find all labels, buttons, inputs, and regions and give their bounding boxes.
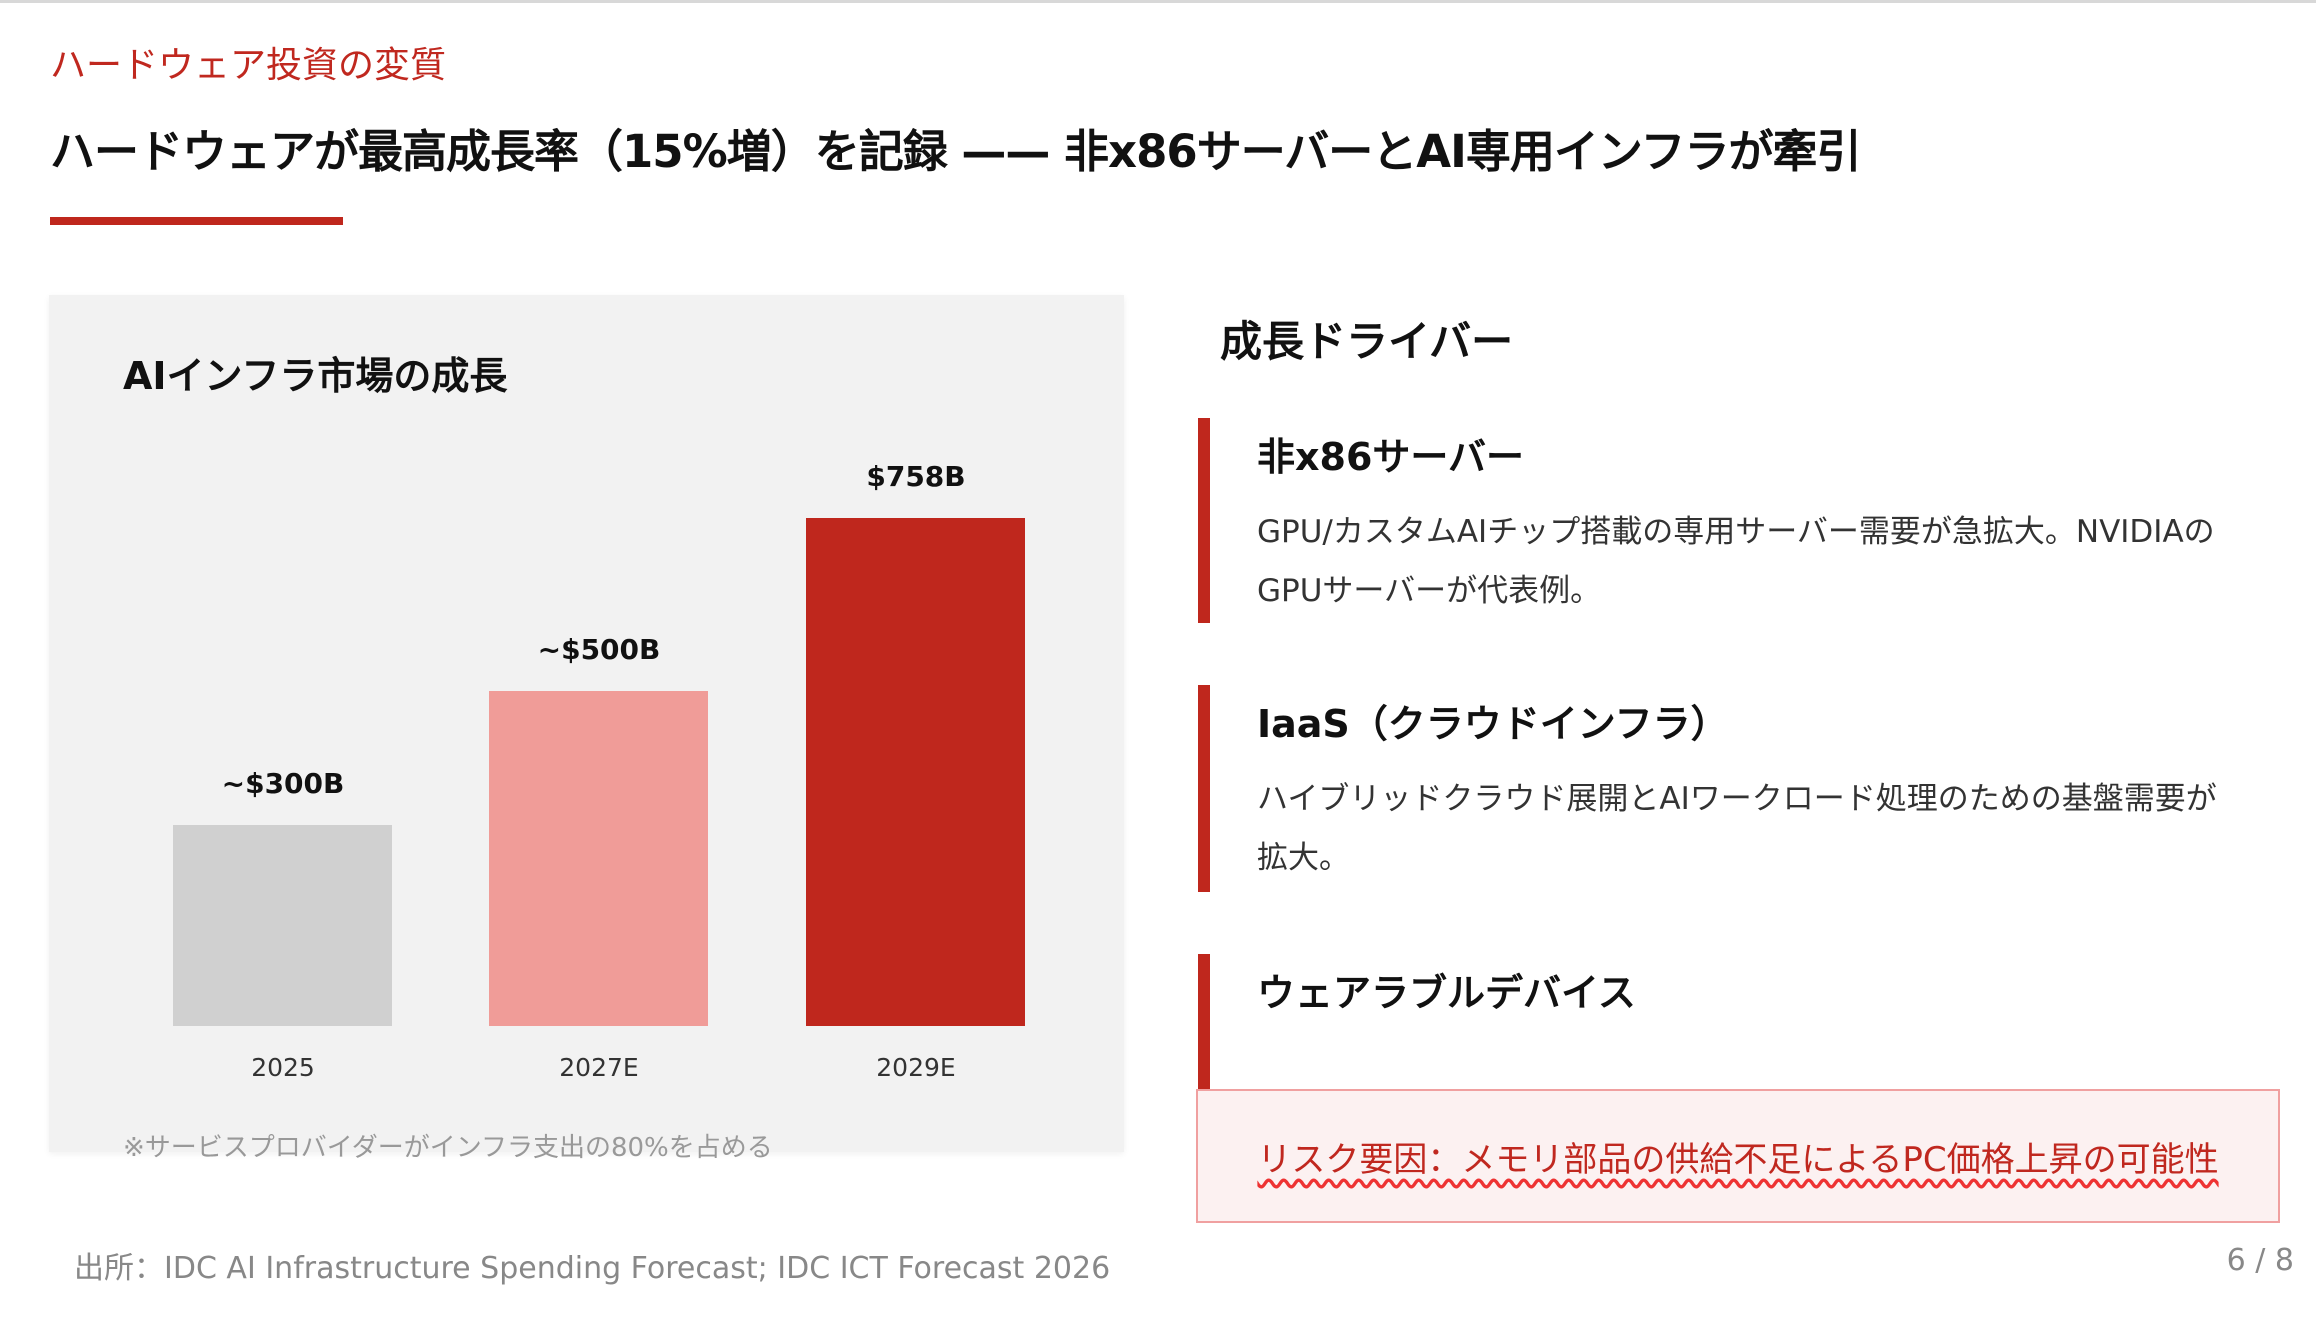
driver-heading: ウェアラブルデバイス [1257, 971, 1636, 1015]
page-title: ハードウェアが最高成長率（15%増）を記録 —— 非x86サーバーとAI専用イン… [50, 125, 1861, 178]
top-border [0, 0, 2316, 3]
bar-value-label: ~$300B [221, 767, 345, 800]
risk-callout: リスク要因：メモリ部品の供給不足によるPC価格上昇の可能性 [1196, 1089, 2280, 1223]
driver-non-x86: 非x86サーバー GPU/カスタムAIチップ搭載の専用サーバー需要が急拡大。NV… [1198, 418, 2278, 623]
bar-value-label: ~$500B [537, 633, 661, 666]
source-note: 出所：IDC AI Infrastructure Spending Foreca… [74, 1251, 1111, 1286]
driver-heading: 非x86サーバー [1257, 435, 1525, 479]
driver-heading: IaaS（クラウドインフラ） [1257, 702, 1729, 746]
bar-2029E [806, 518, 1025, 1026]
title-accent-bar [50, 217, 343, 225]
driver-wearables: ウェアラブルデバイス [1198, 954, 2278, 1089]
risk-text: リスク要因：メモリ部品の供給不足によるPC価格上昇の可能性 [1257, 1139, 2219, 1180]
x-tick-label: 2027E [559, 1053, 639, 1082]
chart-footnote: ※サービスプロバイダーがインフラ支出の80%を占める [123, 1133, 773, 1163]
bar-2025 [173, 825, 392, 1026]
page-number: 6 / 8 [2226, 1243, 2294, 1278]
chart-title: AIインフラ市場の成長 [123, 354, 508, 398]
x-tick-label: 2025 [251, 1053, 315, 1082]
chart-panel: AIインフラ市場の成長 ~$300B 2025 ~$500B 2027E $758B 20… [49, 295, 1124, 1163]
driver-iaas: IaaS（クラウドインフラ） ハイブリッドクラウド展開とAIワークロード処理のた… [1198, 685, 2278, 892]
drivers-title: 成長ドライバー [1220, 317, 1514, 366]
bar-2027E [489, 691, 708, 1026]
x-tick-label: 2029E [876, 1053, 956, 1082]
bar-value-label: $758B [866, 460, 966, 494]
driver-desc: GPU/カスタムAIチップ搭載の専用サーバー需要が急拡大。NVIDIAのGPUサ… [1257, 514, 2215, 609]
driver-desc: ハイブリッドクラウド展開とAIワークロード処理のための基盤需要が拡大。 [1257, 781, 2217, 876]
section-kicker: ハードウェア投資の変質 [50, 45, 447, 86]
